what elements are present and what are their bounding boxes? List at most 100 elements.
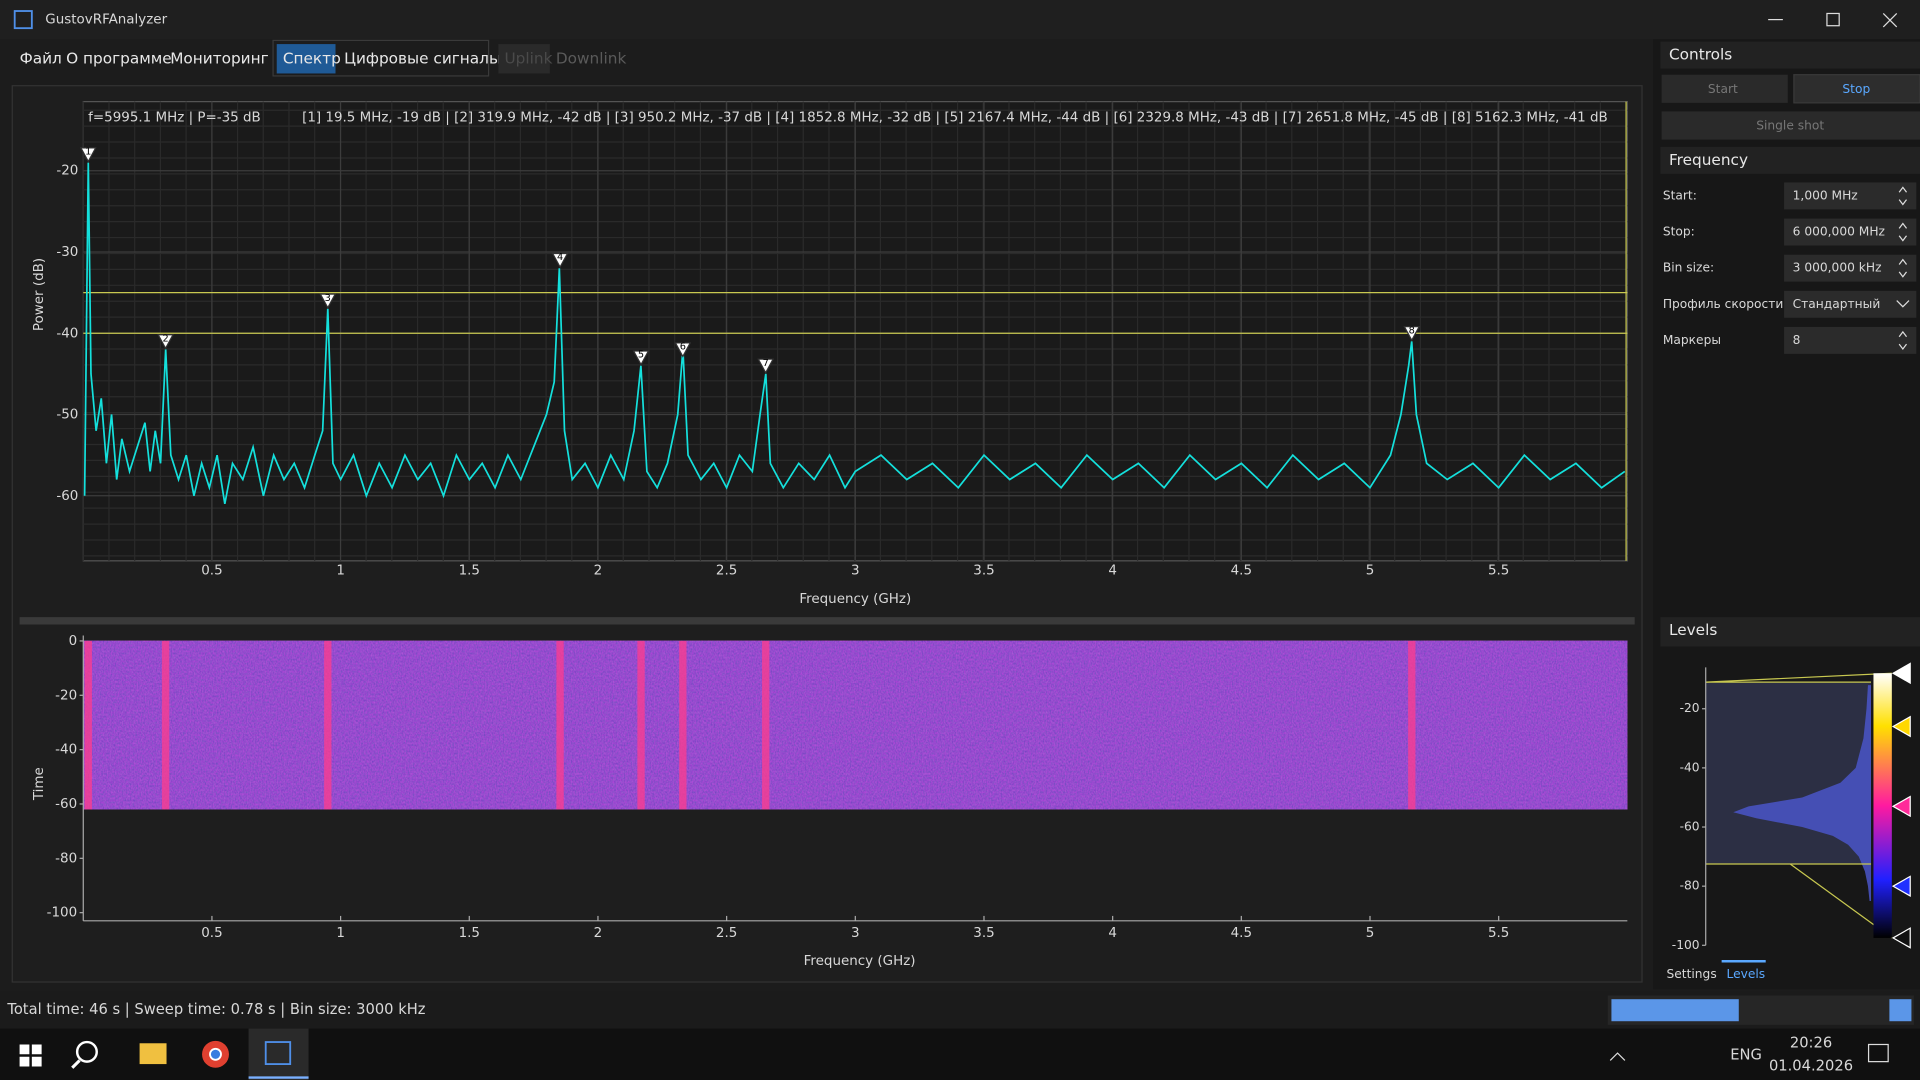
start-icon[interactable] xyxy=(19,1044,42,1067)
field-value[interactable]: 1,000 MHz xyxy=(1793,188,1858,202)
level-handle[interactable] xyxy=(1891,795,1911,818)
waterfall-stripe xyxy=(1408,640,1416,810)
spectrum-plot: 0.5 1 1.5 2 2.5 3 3.5 4 4.5 5 5.5 -20 -30 -40 -50 -60 Fr… xyxy=(32,101,1628,607)
x-tick-label: 3.5 xyxy=(973,564,994,579)
x-tick-label: 1.5 xyxy=(459,926,480,941)
button-label[interactable]: Single shot xyxy=(1756,119,1824,133)
language[interactable]: ENG xyxy=(1730,1047,1762,1064)
histogram xyxy=(1733,685,1872,901)
maximize-button[interactable] xyxy=(1826,12,1840,27)
button-label[interactable]: Stop xyxy=(1842,82,1870,96)
field-value[interactable]: 6 000,000 MHz xyxy=(1793,225,1885,239)
y-tick-label: -100 xyxy=(1672,938,1700,952)
marker-label: 6 xyxy=(680,342,686,353)
clock-date[interactable]: 01.04.2026 xyxy=(1769,1058,1853,1075)
level-handle[interactable] xyxy=(1891,875,1911,898)
stop-button[interactable] xyxy=(1793,74,1920,104)
waterfall-stripe xyxy=(161,640,170,810)
subtab[interactable]: Downlink xyxy=(556,49,627,67)
x-tick-label: 2.5 xyxy=(716,564,737,579)
levels-tab[interactable]: Levels xyxy=(1727,967,1766,981)
menu-item[interactable]: Файл xyxy=(20,49,62,67)
x-tick-label: 4 xyxy=(1108,926,1117,941)
explorer-icon[interactable] xyxy=(139,1043,167,1065)
waterfall-stripe xyxy=(762,640,770,810)
levels-plot: -20 -40 -60 -80 -100 xyxy=(1672,662,1911,952)
x-tick-label: 4 xyxy=(1108,564,1117,579)
menu-item[interactable]: Мониторинг xyxy=(170,49,268,67)
progress-end xyxy=(1889,999,1912,1022)
levels-tab[interactable]: Settings xyxy=(1667,967,1717,981)
y-tick-label: -60 xyxy=(55,797,77,812)
waterfall-stripe xyxy=(556,640,564,810)
x-tick-label: 0.5 xyxy=(201,564,222,579)
marker xyxy=(757,358,775,374)
marker-label: 3 xyxy=(325,293,331,304)
x-tick-label: 4.5 xyxy=(1231,564,1252,579)
app-icon xyxy=(13,10,33,30)
spectrum-trace xyxy=(83,162,1626,505)
spin-arrows xyxy=(1898,222,1908,242)
title-bar xyxy=(0,0,1920,40)
x-tick-label: 3 xyxy=(851,926,860,941)
field-label: Bin size: xyxy=(1663,261,1714,275)
notifications[interactable] xyxy=(1867,1043,1889,1063)
field-input[interactable] xyxy=(1784,254,1917,282)
level-handle[interactable] xyxy=(1891,662,1911,685)
tray-arrow[interactable] xyxy=(1609,1052,1626,1061)
waterfall-stripe xyxy=(679,640,687,810)
field-input[interactable] xyxy=(1784,290,1917,318)
spin-arrows xyxy=(1896,300,1910,308)
waterfall-plot: 0.5 1 1.5 2 2.5 3 3.5 4 4.5 5 5.5 0 -20 -40 -60 -80 -100… xyxy=(32,634,1628,969)
button-label[interactable]: Start xyxy=(1708,82,1738,96)
progress-bar xyxy=(1611,999,1739,1022)
menu-item[interactable]: О программе xyxy=(66,49,172,67)
tab[interactable]: Цифровые сигналы xyxy=(344,49,501,67)
active-app[interactable] xyxy=(248,1028,309,1080)
panel-header xyxy=(1660,617,1920,647)
y-axis-label: Power (dB) xyxy=(32,258,47,331)
splitter[interactable] xyxy=(19,617,1635,625)
y-axis-label: Time xyxy=(32,767,47,801)
field-value[interactable]: Стандартный xyxy=(1793,297,1881,311)
start-button[interactable] xyxy=(1661,74,1788,103)
field-value[interactable]: 3 000,000 kHz xyxy=(1793,261,1882,275)
marker xyxy=(79,147,97,163)
marker-label: 1 xyxy=(85,147,91,158)
tab-active[interactable] xyxy=(276,44,336,74)
colorbar xyxy=(1873,673,1892,938)
y-tick-label: -20 xyxy=(55,688,77,703)
spin-arrows xyxy=(1898,186,1908,206)
single-shot-button[interactable] xyxy=(1661,111,1920,140)
search-icon xyxy=(71,1059,81,1069)
marker-label: 4 xyxy=(557,252,563,263)
level-handle[interactable] xyxy=(1891,715,1911,738)
marker xyxy=(674,342,692,358)
panel-title: Frequency xyxy=(1669,151,1748,169)
field-input[interactable] xyxy=(1784,326,1917,354)
panel-header xyxy=(1660,146,1920,174)
x-tick-label: 4.5 xyxy=(1231,926,1252,941)
tab[interactable]: Спектр xyxy=(283,49,341,67)
range-link xyxy=(1705,672,1892,683)
field-label: Start: xyxy=(1663,188,1697,202)
panel-header xyxy=(1660,41,1920,69)
field-input[interactable] xyxy=(1784,182,1917,210)
level-handle[interactable] xyxy=(1891,927,1911,949)
marker xyxy=(551,252,569,269)
field-input[interactable] xyxy=(1784,218,1917,246)
clock-time[interactable]: 20:26 xyxy=(1790,1034,1832,1051)
status-text: Total time: 46 s | Sweep time: 0.78 s | … xyxy=(6,1001,425,1018)
close-button[interactable] xyxy=(1882,13,1898,28)
subtab[interactable]: Uplink xyxy=(504,49,552,67)
marker xyxy=(1403,326,1421,342)
markers-readout: [1] 19.5 MHz, -19 dB | [2] 319.9 MHz, -4… xyxy=(302,111,1608,126)
panel-title: Levels xyxy=(1669,621,1717,639)
app-icon xyxy=(264,1041,292,1065)
taskbar xyxy=(0,1028,1920,1080)
y-tick-label: -30 xyxy=(56,245,78,260)
x-tick-label: 5.5 xyxy=(1488,564,1509,579)
search-icon[interactable] xyxy=(75,1040,98,1063)
field-value[interactable]: 8 xyxy=(1793,333,1801,347)
